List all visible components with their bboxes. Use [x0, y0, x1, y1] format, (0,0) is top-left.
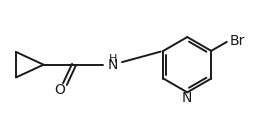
Text: Br: Br — [230, 34, 245, 47]
Text: N: N — [107, 58, 118, 72]
Text: O: O — [55, 83, 65, 97]
Text: N: N — [182, 91, 192, 105]
Text: H: H — [109, 54, 117, 64]
